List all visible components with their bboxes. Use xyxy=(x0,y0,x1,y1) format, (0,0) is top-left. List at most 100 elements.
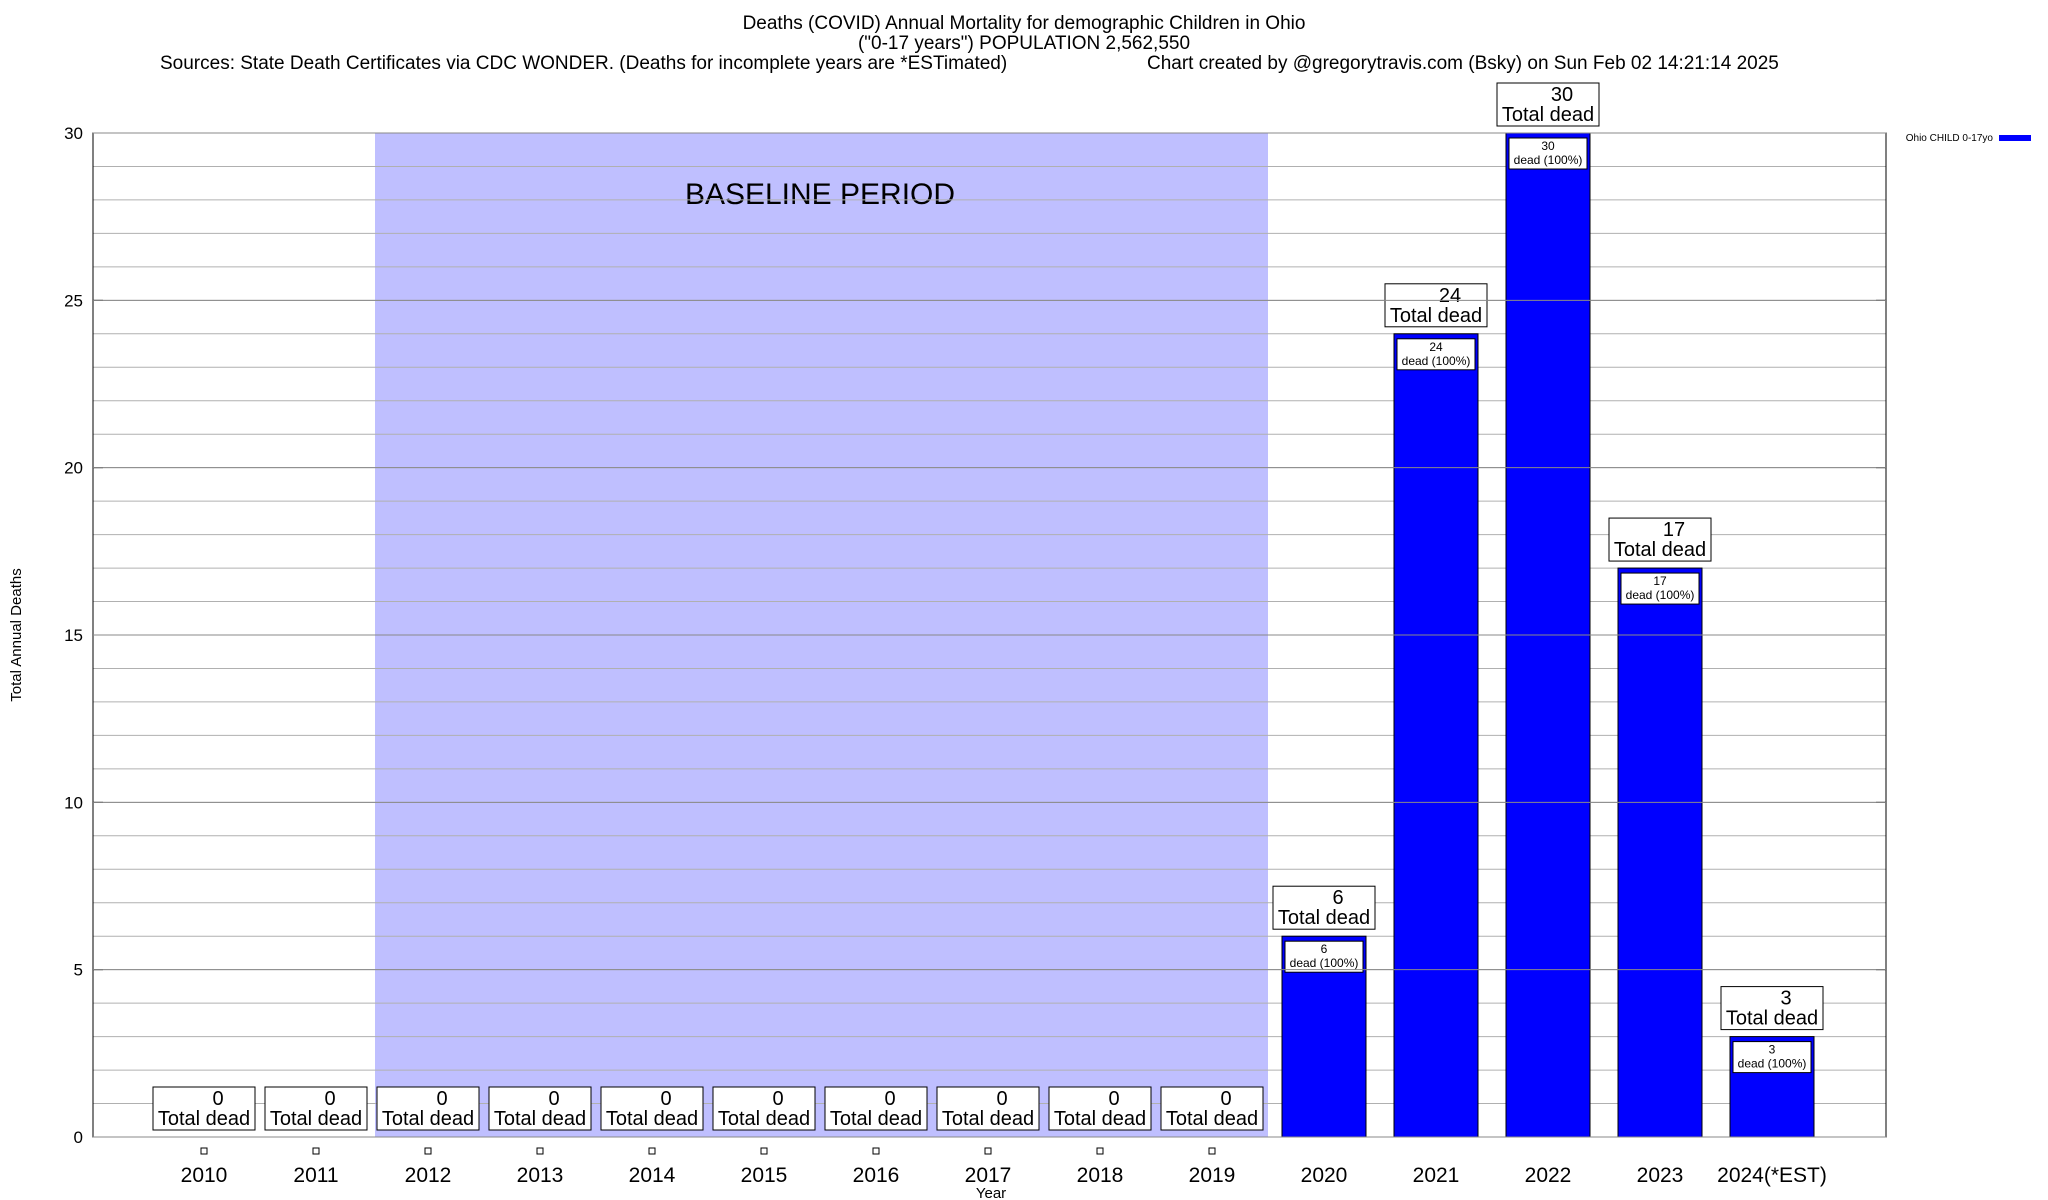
x-tick-label: 2018 xyxy=(1077,1164,1124,1187)
total-dead-label: Total dead xyxy=(942,1108,1034,1130)
chart-credit: Chart created by @gregorytravis.com (Bsk… xyxy=(1147,53,1779,74)
total-label-box xyxy=(1160,1086,1264,1131)
y-tick-label: 30 xyxy=(64,124,83,143)
chart-subtitle: ("0-17 years") POPULATION 2,562,550 xyxy=(857,33,1191,54)
bar-inner-label-box xyxy=(1620,572,1700,605)
y-tick-label: 25 xyxy=(64,291,83,310)
total-value-label: 30 xyxy=(1551,84,1573,106)
total-dead-label: Total dead xyxy=(1054,1108,1146,1130)
x-tick-label: 2022 xyxy=(1525,1164,1572,1187)
total-dead-label: Total dead xyxy=(718,1108,810,1130)
zero-marker xyxy=(1208,1147,1216,1155)
y-tick-label: 20 xyxy=(64,459,83,478)
bar-inner-pct-label: dead (100%) xyxy=(1738,1057,1807,1071)
y-tick-label: 5 xyxy=(74,961,83,980)
legend-label: Ohio CHILD 0-17yo xyxy=(1906,133,1994,144)
total-value-label: 0 xyxy=(548,1088,559,1110)
total-label-box xyxy=(1496,82,1600,127)
chart-title: Deaths (COVID) Annual Mortality for demo… xyxy=(742,13,1306,34)
zero-marker xyxy=(984,1147,992,1155)
total-value-label: 17 xyxy=(1663,519,1685,541)
total-dead-label: Total dead xyxy=(1502,104,1594,126)
total-label-box xyxy=(376,1086,480,1131)
total-dead-label: Total dead xyxy=(1614,539,1706,561)
total-label-box xyxy=(936,1086,1040,1131)
total-value-label: 0 xyxy=(324,1088,335,1110)
total-label-box xyxy=(152,1086,256,1131)
bar-inner-pct-label: dead (100%) xyxy=(1402,354,1471,368)
bar-inner-value-label: 3 xyxy=(1769,1043,1776,1057)
zero-marker xyxy=(536,1147,544,1155)
total-label-box xyxy=(264,1086,368,1131)
bar-inner-label-box xyxy=(1396,338,1476,371)
total-dead-label: Total dead xyxy=(1390,305,1482,327)
y-tick-label: 15 xyxy=(64,626,83,645)
total-dead-label: Total dead xyxy=(606,1108,698,1130)
x-tick-label: 2011 xyxy=(293,1164,338,1187)
total-dead-label: Total dead xyxy=(494,1108,586,1130)
total-label-box xyxy=(1048,1086,1152,1131)
total-dead-label: Total dead xyxy=(158,1108,250,1130)
bar-inner-value-label: 17 xyxy=(1653,574,1667,588)
x-tick-label: 2023 xyxy=(1637,1164,1684,1187)
zero-marker xyxy=(872,1147,880,1155)
total-label-box xyxy=(1384,283,1488,328)
bar-2021 xyxy=(1393,333,1479,1138)
total-label-box xyxy=(1608,517,1712,562)
bar-inner-value-label: 30 xyxy=(1541,139,1555,153)
x-tick-label: 2013 xyxy=(517,1164,564,1187)
x-tick-label: 2019 xyxy=(1189,1164,1236,1187)
total-value-label: 3 xyxy=(1780,988,1791,1010)
y-tick-label: 10 xyxy=(64,793,83,812)
bar-inner-pct-label: dead (100%) xyxy=(1514,153,1583,167)
total-label-box xyxy=(712,1086,816,1131)
bar-inner-label-box xyxy=(1732,1041,1812,1074)
x-tick-label: 2016 xyxy=(853,1164,900,1187)
total-dead-label: Total dead xyxy=(1726,1008,1818,1030)
x-tick-label: 2024(*EST) xyxy=(1717,1164,1827,1187)
chart-sources: Sources: State Death Certificates via CD… xyxy=(160,53,1008,74)
total-dead-label: Total dead xyxy=(830,1108,922,1130)
bar-2023 xyxy=(1617,567,1703,1138)
x-tick-label: 2012 xyxy=(405,1164,452,1187)
x-tick-label: 2014 xyxy=(629,1164,676,1187)
total-label-box xyxy=(1720,986,1824,1031)
total-value-label: 0 xyxy=(436,1088,447,1110)
x-tick-label: 2020 xyxy=(1301,1164,1348,1187)
x-tick-label: 2010 xyxy=(181,1164,228,1187)
baseline-period-label: BASELINE PERIOD xyxy=(685,178,955,211)
bar-inner-pct-label: dead (100%) xyxy=(1626,588,1695,602)
total-label-box xyxy=(488,1086,592,1131)
y-tick-label: 0 xyxy=(74,1128,83,1147)
bar-inner-pct-label: dead (100%) xyxy=(1290,956,1359,970)
bar-inner-label-box xyxy=(1284,940,1364,973)
x-tick-label: 2017 xyxy=(965,1164,1012,1187)
total-label-box xyxy=(1272,885,1376,930)
x-tick-label: 2021 xyxy=(1413,1164,1460,1187)
total-value-label: 6 xyxy=(1332,887,1343,909)
total-label-box xyxy=(824,1086,928,1131)
total-dead-label: Total dead xyxy=(382,1108,474,1130)
bar-inner-label-box xyxy=(1508,137,1588,170)
total-value-label: 0 xyxy=(1220,1088,1231,1110)
total-value-label: 0 xyxy=(996,1088,1007,1110)
legend-swatch xyxy=(1999,135,2031,141)
zero-marker xyxy=(760,1147,768,1155)
zero-marker xyxy=(312,1147,320,1155)
total-value-label: 0 xyxy=(660,1088,671,1110)
total-dead-label: Total dead xyxy=(1166,1108,1258,1130)
total-dead-label: Total dead xyxy=(1278,907,1370,929)
bar-inner-value-label: 24 xyxy=(1429,340,1443,354)
total-label-box xyxy=(600,1086,704,1131)
zero-marker xyxy=(648,1147,656,1155)
bar-inner-value-label: 6 xyxy=(1321,942,1328,956)
x-tick-label: 2015 xyxy=(741,1164,788,1187)
total-value-label: 0 xyxy=(1108,1088,1119,1110)
total-dead-label: Total dead xyxy=(270,1108,362,1130)
total-value-label: 0 xyxy=(772,1088,783,1110)
zero-marker xyxy=(424,1147,432,1155)
total-value-label: 24 xyxy=(1439,285,1461,307)
x-axis-title: Year xyxy=(976,1185,1006,1200)
zero-marker xyxy=(200,1147,208,1155)
